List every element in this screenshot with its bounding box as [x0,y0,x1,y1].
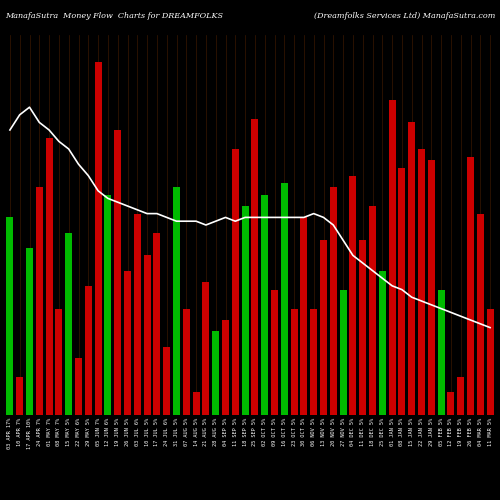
Bar [359,240,366,415]
Bar [192,392,200,415]
Bar [85,286,92,415]
Bar [26,248,33,415]
Bar [428,160,435,415]
Bar [124,270,131,415]
Bar [300,218,308,415]
Text: ManafaSutra  Money Flow  Charts for DREAMFOLKS: ManafaSutra Money Flow Charts for DREAMF… [5,12,223,20]
Bar [36,187,43,415]
Bar [418,149,425,415]
Bar [75,358,82,415]
Bar [46,138,52,415]
Bar [408,122,415,415]
Bar [173,187,180,415]
Bar [340,290,346,415]
Bar [271,290,278,415]
Bar [477,214,484,415]
Bar [388,100,396,415]
Bar [290,308,298,415]
Bar [467,156,474,415]
Bar [134,214,141,415]
Bar [163,346,170,415]
Bar [379,270,386,415]
Bar [222,320,229,415]
Text: (Dreamfolks Services Ltd) ManafaSutra.com: (Dreamfolks Services Ltd) ManafaSutra.co… [314,12,495,20]
Bar [183,308,190,415]
Bar [261,194,268,415]
Bar [486,308,494,415]
Bar [104,194,112,415]
Bar [232,149,239,415]
Bar [457,377,464,415]
Bar [65,232,72,415]
Bar [144,256,150,415]
Bar [398,168,406,415]
Bar [281,183,288,415]
Bar [320,240,327,415]
Bar [252,118,258,415]
Bar [310,308,317,415]
Bar [16,377,23,415]
Bar [448,392,454,415]
Bar [56,308,62,415]
Bar [438,290,444,415]
Bar [330,187,337,415]
Bar [6,218,14,415]
Bar [350,176,356,415]
Bar [369,206,376,415]
Bar [212,332,219,415]
Bar [154,232,160,415]
Bar [242,206,248,415]
Bar [114,130,121,415]
Bar [202,282,209,415]
Bar [94,62,102,415]
